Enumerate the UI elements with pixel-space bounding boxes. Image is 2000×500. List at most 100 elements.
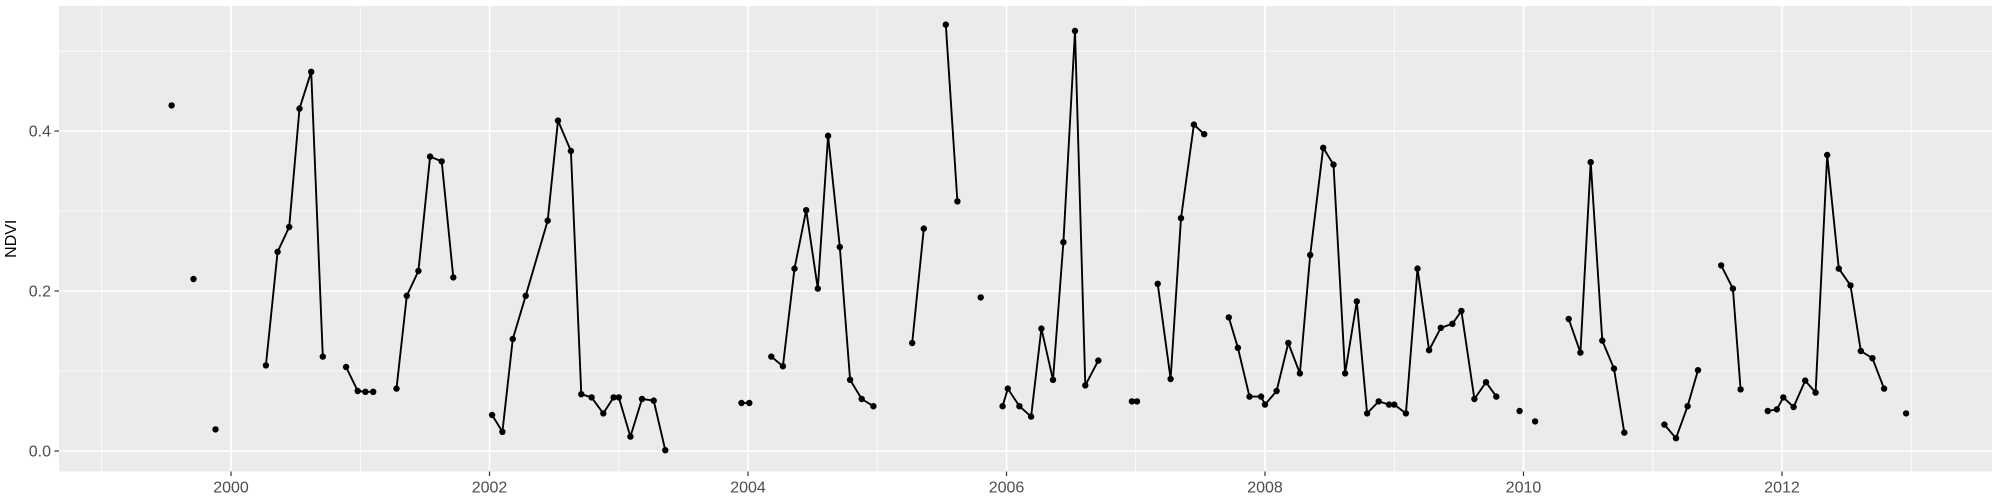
data-point [1531,418,1539,425]
data-point [308,68,315,76]
data-point [846,376,854,383]
data-series [168,21,1910,454]
data-point [1273,387,1280,395]
x-axis-tick-labels: 2000 2002 2004 2006 2008 2010 2012 [213,480,1800,497]
data-point [1425,347,1433,354]
data-point [1764,407,1772,415]
data-point [803,207,810,214]
data-point [1095,357,1102,364]
data-point [650,397,657,404]
data-point [600,410,607,417]
data-point [1049,376,1057,383]
data-point [1353,298,1361,305]
data-point [1902,410,1910,417]
data-point [1790,403,1797,411]
data-point [1307,251,1314,259]
data-point [1847,282,1854,289]
data-point [662,447,669,454]
data-point [1027,413,1035,420]
data-point [1385,401,1393,408]
data-point [554,117,562,124]
data-point [1599,337,1606,344]
data-point [1610,365,1618,372]
x-tick-label: 2008 [1247,480,1283,497]
data-point [768,353,775,360]
data-point [1341,370,1349,377]
data-point [509,335,516,343]
data-point [1802,377,1809,384]
data-point [1038,325,1045,332]
data-point [522,292,529,299]
data-point [1234,344,1242,351]
data-point [1684,403,1691,410]
data-point [1285,339,1292,347]
data-point [1857,347,1865,355]
data-point [627,433,634,440]
data-point [1177,215,1185,222]
data-point [1869,355,1876,362]
axis-tick-marks [54,130,1783,476]
data-point [1780,394,1787,401]
data-point [942,21,949,28]
data-point [499,428,506,435]
data-point [1201,131,1208,138]
data-point [638,395,646,403]
data-point [342,363,350,371]
data-line-segment [944,24,959,202]
data-point [354,387,361,395]
data-point [370,388,377,395]
data-point [1824,151,1831,159]
data-point [403,292,410,299]
data-point [450,274,457,281]
y-tick-label: 0.2 [29,284,51,301]
data-point [1246,393,1253,400]
data-point [1330,161,1337,168]
y-axis-tick-labels: 0.0 0.2 0.4 [29,124,51,461]
data-point [1402,410,1410,417]
data-point [1773,406,1781,413]
minor-gridlines [59,6,1992,472]
x-tick-label: 2000 [213,480,249,497]
data-point [1577,349,1584,356]
data-point [426,153,434,160]
data-point [909,339,916,347]
data-point [1225,314,1233,321]
x-tick-label: 2004 [730,480,766,497]
data-point [578,391,585,398]
data-point [190,275,197,283]
data-point [1414,265,1421,272]
data-point [1482,379,1490,386]
data-point [1729,285,1737,292]
data-point [1391,401,1398,408]
data-point [1060,239,1067,246]
data-point [746,399,753,407]
data-point [393,385,400,392]
data-point [1320,144,1327,151]
data-point [1694,367,1702,374]
data-line-segment [491,119,667,451]
data-point [1016,403,1023,410]
data-point [262,362,270,369]
data-point [1835,265,1843,272]
x-tick-label: 2012 [1764,480,1800,497]
data-point [814,285,821,292]
data-point [588,394,595,401]
data-point [1363,410,1371,417]
y-axis-title: NDVI [3,220,20,258]
data-line-segment [1663,369,1699,440]
data-point [999,403,1006,410]
data-point [1718,262,1725,269]
data-point [168,102,175,109]
data-point [1812,389,1819,396]
data-point [836,243,843,251]
data-point [1133,398,1141,405]
data-point [870,403,877,410]
data-point [1128,398,1136,405]
data-point [1071,27,1079,35]
data-point [567,147,575,155]
data-point [286,223,293,231]
data-point [1261,401,1269,408]
data-point [858,395,865,403]
